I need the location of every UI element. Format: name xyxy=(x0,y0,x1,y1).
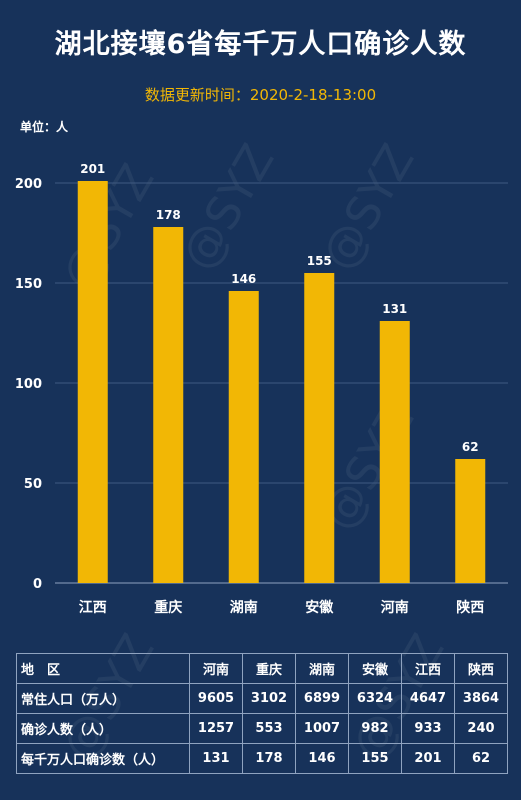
table-cell: 4647 xyxy=(401,683,455,714)
unit-label: 单位：人 xyxy=(20,120,69,134)
data-label: 146 xyxy=(231,272,256,286)
table-cell: 9605 xyxy=(189,683,243,714)
bar-chart: 0 50 100 150 200 201 江西 178 重庆 146 湖南 155 安徽 131 河南 62 陕… xyxy=(15,162,508,616)
column-header: 陕西 xyxy=(454,653,508,684)
table-cell: 62 xyxy=(454,743,508,774)
table-cell: 6899 xyxy=(295,683,349,714)
bar xyxy=(455,459,486,583)
row-label: 每千万人口确诊数（人） xyxy=(16,743,190,774)
x-tick-label: 陕西 xyxy=(456,599,484,616)
data-label: 201 xyxy=(80,162,105,176)
column-header: 湖南 xyxy=(295,653,349,684)
bar xyxy=(153,227,184,583)
table-cell: 982 xyxy=(348,713,402,744)
data-label: 131 xyxy=(382,302,407,316)
update-time: 数据更新时间：2020-2-18-13:00 xyxy=(144,86,377,104)
column-header: 重庆 xyxy=(242,653,296,684)
table-row: 每千万人口确诊数（人） 131 178 146 155 201 62 xyxy=(16,743,508,774)
bar xyxy=(379,321,410,583)
data-label: 155 xyxy=(307,254,332,268)
table-cell: 240 xyxy=(454,713,508,744)
table-cell: 6324 xyxy=(348,683,402,714)
x-tick-label: 重庆 xyxy=(154,599,182,616)
y-tick-label: 0 xyxy=(33,577,42,592)
table-cell: 3102 xyxy=(242,683,296,714)
x-tick-label: 湖南 xyxy=(230,599,258,616)
y-tick-label: 50 xyxy=(24,477,42,492)
table-cell: 131 xyxy=(189,743,243,774)
table-cell: 1257 xyxy=(189,713,243,744)
y-tick-label: 150 xyxy=(15,277,42,292)
x-tick-label: 河南 xyxy=(381,599,409,616)
table-row: 确诊人数（人） 1257 553 1007 982 933 240 xyxy=(16,713,508,744)
table-cell: 155 xyxy=(348,743,402,774)
column-header: 河南 xyxy=(189,653,243,684)
page-title: 湖北接壤6省每千万人口确诊人数 xyxy=(54,29,467,60)
y-tick-label: 200 xyxy=(15,177,42,192)
bar xyxy=(77,181,108,583)
table-cell: 933 xyxy=(401,713,455,744)
table-cell: 146 xyxy=(295,743,349,774)
y-tick-label: 100 xyxy=(15,377,42,392)
bar xyxy=(228,291,259,583)
column-header: 安徽 xyxy=(348,653,402,684)
x-tick-label: 江西 xyxy=(79,599,107,616)
table-cell: 178 xyxy=(242,743,296,774)
row-label: 常住人口（万人） xyxy=(16,683,190,714)
table-cell: 1007 xyxy=(295,713,349,744)
row-label: 确诊人数（人） xyxy=(16,713,190,744)
table-cell: 201 xyxy=(401,743,455,774)
table-row: 常住人口（万人） 9605 3102 6899 6324 4647 3864 xyxy=(16,683,508,714)
stats-table: 地 区 河南 重庆 湖南 安徽 江西 陕西 常住人口（万人） 9605 3102… xyxy=(16,653,508,774)
data-label: 62 xyxy=(462,440,479,454)
table-cell: 553 xyxy=(242,713,296,744)
table-header-row: 地 区 河南 重庆 湖南 安徽 江西 陕西 xyxy=(16,653,508,684)
data-label: 178 xyxy=(156,208,181,222)
table-header-label: 地 区 xyxy=(16,653,190,684)
bar xyxy=(304,273,335,583)
x-tick-label: 安徽 xyxy=(305,599,334,616)
table-cell: 3864 xyxy=(454,683,508,714)
column-header: 江西 xyxy=(401,653,455,684)
